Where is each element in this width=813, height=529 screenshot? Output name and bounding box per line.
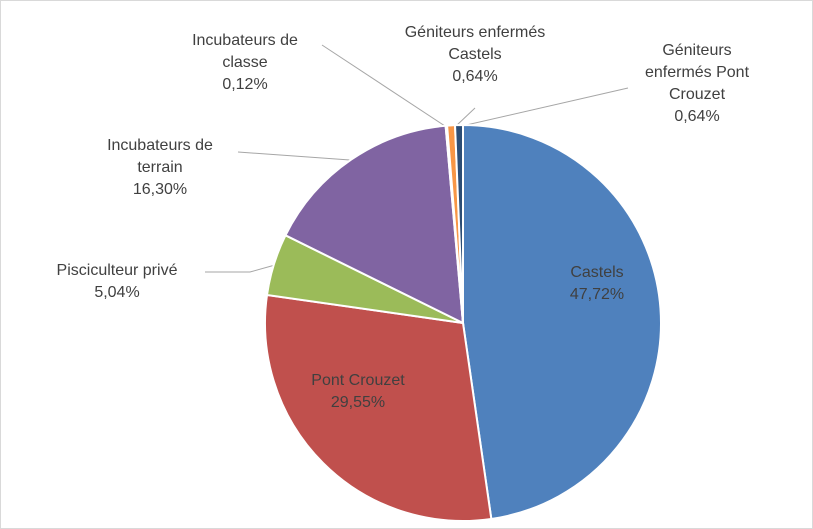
- category-name: Incubateurs de classe: [192, 32, 298, 71]
- leader-line: [237, 151, 351, 161]
- value-label: 0,64%: [452, 68, 498, 85]
- pie-slice: [284, 124, 465, 325]
- slice-label: Castels 47,72%: [537, 262, 657, 306]
- category-name: Incubateurs de terrain: [107, 137, 213, 176]
- value-label: 29,55%: [330, 394, 386, 411]
- slice-label: Pisciculteur privé 5,04%: [17, 260, 217, 304]
- value-label: 16,30%: [132, 181, 188, 198]
- slice-label: Géniteurs enfermés Pont Crouzet 0,64%: [632, 40, 762, 128]
- leader-line: [321, 44, 449, 129]
- leader-line: [461, 87, 629, 127]
- leader-line: [205, 264, 276, 273]
- slice-label: Incubateurs de classe 0,12%: [180, 30, 310, 96]
- slice-label: Incubateurs de terrain 16,30%: [90, 135, 230, 201]
- leader-lines: [205, 44, 629, 273]
- pie-slice: [264, 293, 493, 522]
- value-label: 0,12%: [222, 76, 268, 93]
- value-label: 47,72%: [569, 286, 625, 303]
- category-name: Pont Crouzet: [311, 372, 405, 389]
- category-name: Géniteurs enfermés Pont Crouzet: [644, 42, 750, 103]
- value-label: 5,04%: [94, 284, 140, 301]
- category-name: Castels: [570, 264, 624, 281]
- slice-label: Géniteurs enfermés Castels 0,64%: [400, 22, 550, 88]
- category-name: Géniteurs enfermés Castels: [404, 24, 546, 63]
- leader-line: [455, 107, 476, 127]
- pie-slice: [454, 123, 464, 324]
- value-label: 0,64%: [674, 108, 720, 125]
- category-name: Pisciculteur privé: [56, 262, 178, 279]
- pie-slice: [462, 123, 662, 521]
- slice-label: Pont Crouzet 29,55%: [278, 370, 438, 414]
